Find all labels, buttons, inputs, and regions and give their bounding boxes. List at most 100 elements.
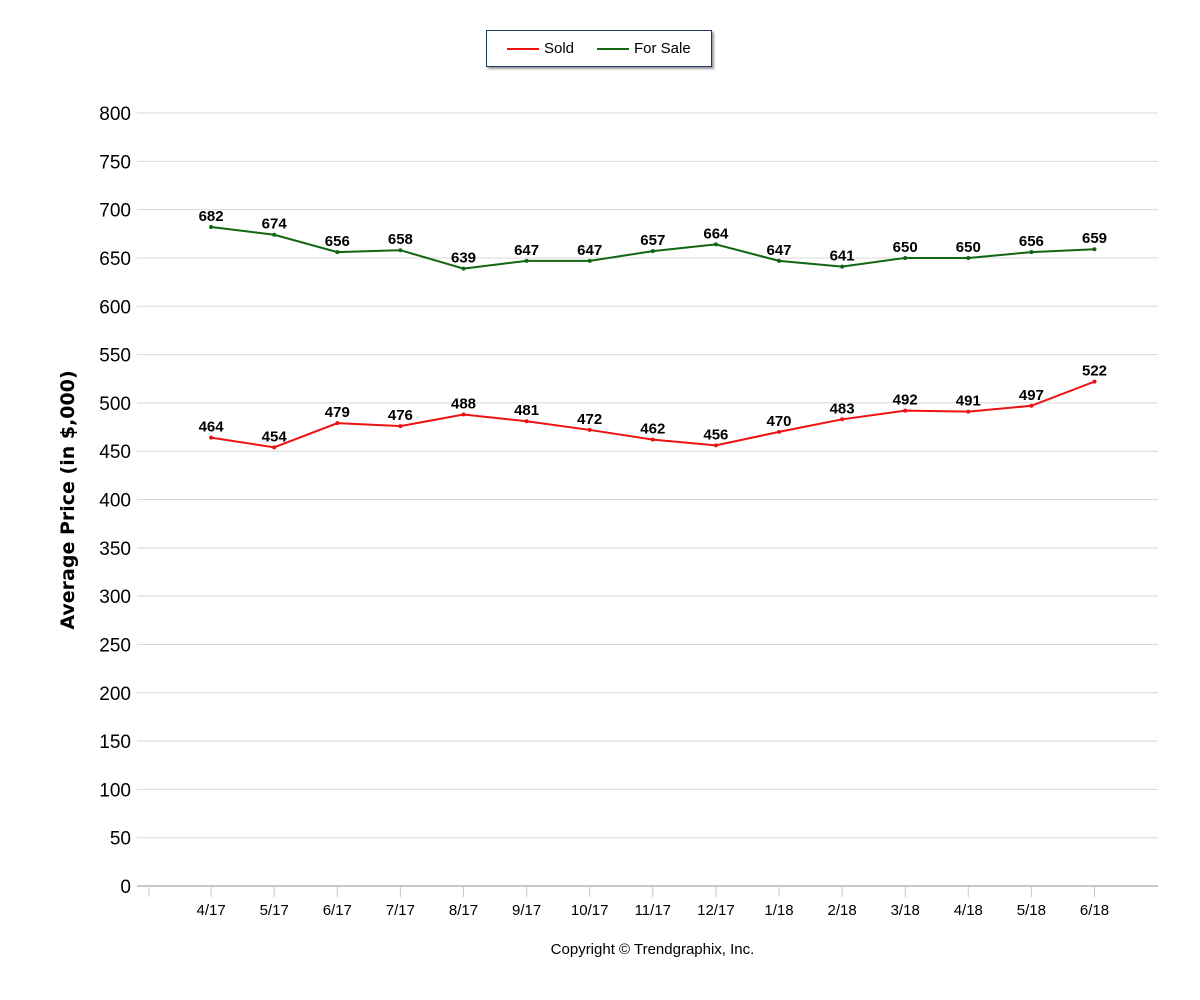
data-point [398, 248, 403, 253]
data-point [966, 409, 971, 414]
data-label: 657 [640, 232, 665, 249]
x-tick-label: 8/17 [449, 902, 478, 919]
y-tick-label: 250 [99, 635, 131, 656]
copyright: Copyright © Trendgraphix, Inc. [550, 941, 755, 958]
data-label: 658 [388, 231, 413, 248]
data-point [209, 435, 214, 440]
y-tick-label: 750 [99, 152, 131, 173]
data-point [587, 427, 592, 432]
data-label: 674 [262, 216, 288, 233]
data-label: 647 [577, 242, 602, 259]
data-label: 472 [577, 411, 602, 428]
data-label: 647 [514, 242, 539, 259]
data-label: 639 [451, 250, 476, 267]
x-tick-label: 3/18 [891, 902, 920, 919]
y-tick-label: 550 [99, 346, 131, 367]
data-point [650, 249, 655, 254]
data-point [209, 225, 214, 230]
y-tick-label: 700 [99, 201, 131, 222]
data-label: 462 [640, 421, 665, 438]
legend-label-sold: Sold [544, 40, 575, 57]
data-label: 659 [1082, 230, 1107, 247]
data-point [777, 258, 781, 263]
y-tick-label: 100 [99, 780, 131, 801]
data-label: 470 [766, 413, 791, 430]
y-tick-label: 150 [99, 732, 131, 753]
y-axis-label: Average Price (in $,000) [57, 370, 79, 629]
data-point [587, 258, 592, 263]
legend-swatch-for-sale [597, 48, 629, 50]
data-label: 492 [893, 392, 918, 409]
legend-label-for-sale: For Sale [634, 40, 691, 57]
data-label: 476 [388, 407, 413, 424]
data-label: 456 [703, 426, 728, 443]
data-label: 483 [830, 400, 855, 417]
data-point [272, 232, 277, 237]
data-label: 488 [451, 395, 476, 412]
data-point [650, 437, 655, 442]
data-point [1029, 403, 1034, 408]
y-tick-label: 0 [120, 877, 131, 898]
y-tick-label: 500 [99, 394, 131, 415]
data-point [461, 266, 466, 271]
data-label: 656 [1019, 233, 1044, 250]
data-point [1092, 247, 1097, 252]
data-point [272, 445, 277, 450]
x-tick-label: 12/17 [697, 902, 735, 919]
data-label: 497 [1019, 387, 1044, 404]
data-point [840, 417, 845, 422]
x-tick-label: 4/17 [196, 902, 225, 919]
data-label: 650 [893, 239, 918, 256]
data-label: 491 [956, 393, 981, 410]
x-tick-label: 6/18 [1080, 902, 1109, 919]
data-label: 664 [703, 225, 729, 242]
x-tick-label: 5/18 [1017, 902, 1046, 919]
data-point [903, 255, 908, 260]
x-tick-label: 5/17 [260, 902, 289, 919]
x-tick-label: 10/17 [571, 902, 609, 919]
data-label: 481 [514, 402, 539, 419]
data-point [398, 424, 403, 429]
y-tick-label: 450 [99, 442, 131, 463]
data-point [1029, 250, 1034, 255]
legend: Sold For Sale [486, 30, 712, 67]
data-point [1092, 379, 1097, 384]
data-point [713, 242, 718, 247]
y-tick-label: 650 [99, 249, 131, 270]
data-point [966, 255, 971, 260]
y-tick-label: 50 [110, 829, 131, 850]
data-label: 454 [262, 428, 288, 445]
data-point [777, 429, 781, 434]
x-tick-label: 4/18 [954, 902, 983, 919]
y-tick-label: 400 [99, 491, 131, 512]
data-label: 650 [956, 239, 981, 256]
data-label: 464 [199, 419, 225, 436]
data-label: 522 [1082, 363, 1107, 380]
data-point [524, 419, 529, 424]
legend-swatch-sold [507, 48, 539, 50]
x-tick-label: 11/17 [635, 902, 671, 919]
x-tick-label: 7/17 [386, 902, 415, 919]
y-tick-label: 350 [99, 539, 131, 560]
x-tick-label: 6/17 [323, 902, 352, 919]
data-point [713, 443, 718, 448]
x-tick-label: 9/17 [512, 902, 541, 919]
data-point [840, 264, 845, 269]
data-point [461, 412, 466, 417]
data-label: 656 [325, 233, 350, 250]
data-point [335, 421, 340, 426]
data-point [524, 258, 529, 263]
x-tick-label: 1/18 [764, 902, 793, 919]
data-label: 682 [199, 208, 224, 225]
data-label: 647 [766, 242, 791, 259]
data-point [903, 408, 908, 413]
data-label: 479 [325, 404, 350, 421]
data-point [335, 250, 340, 255]
y-tick-label: 200 [99, 684, 131, 705]
y-tick-label: 800 [99, 104, 131, 125]
data-label: 641 [830, 248, 855, 265]
y-tick-label: 600 [99, 297, 131, 318]
y-tick-label: 300 [99, 587, 131, 608]
x-tick-label: 2/18 [827, 902, 856, 919]
